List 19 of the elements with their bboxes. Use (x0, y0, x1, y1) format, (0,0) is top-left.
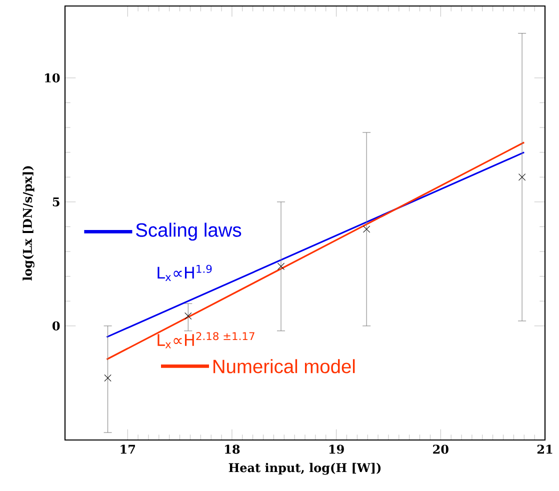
point (518, 174, 526, 181)
point (184, 312, 192, 320)
x-tick-label: 20 (433, 444, 448, 454)
x-tick-label: 18 (225, 444, 240, 454)
x-tick-label: 17 (120, 444, 135, 454)
point (277, 262, 285, 270)
y-tick-label: 5 (52, 197, 60, 206)
point (104, 374, 112, 382)
y-tick-label: 10 (45, 73, 60, 82)
annotation: L$_{x}$∝H$^{1.9}$ (158, 264, 212, 281)
x-tick-label: 19 (329, 444, 344, 454)
annotation: L$_{x}$∝H$^{2.18 ±1.17}$ (158, 332, 254, 348)
point (363, 226, 370, 233)
y-axis-title: log(Lx [DN/s/px]) (22, 166, 34, 281)
legend-label: Scaling laws (136, 222, 242, 241)
x-axis-title: Heat input, log(H [W]) (228, 462, 381, 475)
x-tick-label: 21 (537, 444, 552, 454)
y-tick-label: 0 (52, 321, 60, 330)
legend-label: Numerical model (214, 359, 355, 374)
